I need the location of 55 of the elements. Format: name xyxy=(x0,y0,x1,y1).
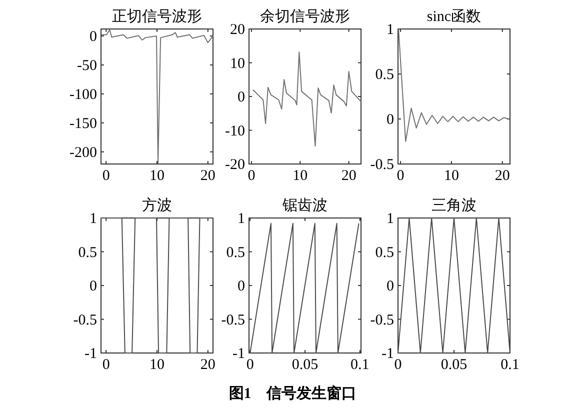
chart-title: 正切信号波形 xyxy=(112,8,202,25)
y-tick-label: 0 xyxy=(238,90,245,106)
y-tick-label: -150 xyxy=(70,116,97,132)
y-tick-label: -0.5 xyxy=(370,157,394,173)
y-tick-label: -1 xyxy=(382,346,394,362)
x-tick-label: 10 xyxy=(444,168,459,184)
y-tick-label: 0.5 xyxy=(375,67,394,83)
x-tick-label: 0.05 xyxy=(292,357,318,373)
y-tick-label: 0 xyxy=(238,278,245,294)
y-tick-label: 0 xyxy=(90,28,97,45)
x-tick-label: 10 xyxy=(292,168,308,184)
x-tick-label: 20 xyxy=(494,168,510,184)
x-tick-label: 20 xyxy=(200,357,216,373)
line-series xyxy=(252,51,362,147)
y-tick-label: 1 xyxy=(238,211,245,227)
x-tick-label: 10 xyxy=(150,168,164,184)
y-tick-label: 1 xyxy=(90,211,97,227)
y-tick-label: -0.5 xyxy=(221,312,245,328)
y-tick-label: -0.5 xyxy=(370,312,394,328)
x-tick-label: 10 xyxy=(150,357,164,373)
y-tick-label: 0 xyxy=(386,278,394,294)
x-tick-label: 0 xyxy=(248,168,256,184)
x-tick-label: 0 xyxy=(396,168,404,184)
y-tick-label: -1 xyxy=(84,346,97,362)
y-tick-label: 0.5 xyxy=(78,244,97,261)
x-tick-label: 0 xyxy=(102,357,110,373)
chart-title: 锯齿波 xyxy=(282,197,328,214)
y-tick-label: -0.5 xyxy=(73,312,97,328)
y-tick-label: -10 xyxy=(225,123,245,140)
y-tick-label: -20 xyxy=(225,157,245,173)
x-tick-label: 0.1 xyxy=(500,357,520,373)
caption: 图1 信号发生窗口 xyxy=(228,384,356,402)
chart-title: 余切信号波形 xyxy=(260,8,350,25)
y-tick-label: -50 xyxy=(77,58,97,74)
x-tick-label: 0 xyxy=(102,168,110,184)
x-tick-label: 20 xyxy=(341,168,356,184)
x-tick-label: 20 xyxy=(200,168,216,184)
y-tick-label: 20 xyxy=(230,22,245,38)
y-tick-label: 0.5 xyxy=(375,244,394,261)
y-tick-label: 1 xyxy=(386,211,394,227)
y-tick-label: 0.5 xyxy=(226,244,245,261)
y-tick-label: -100 xyxy=(70,86,97,103)
x-tick-label: 0.1 xyxy=(350,357,370,373)
y-tick-label: -200 xyxy=(70,144,97,161)
y-tick-label: 10 xyxy=(230,56,245,72)
chart-title: sinc函数 xyxy=(426,9,482,25)
y-tick-label: -1 xyxy=(232,346,245,362)
y-tick-label: 1 xyxy=(386,22,394,38)
x-tick-label: 0.05 xyxy=(440,357,468,373)
chart-title: 方波 xyxy=(142,197,172,214)
y-tick-label: 0 xyxy=(90,278,97,294)
line-series xyxy=(101,29,214,164)
chart-title: 三角波 xyxy=(432,197,476,214)
y-tick-label: 0 xyxy=(386,112,394,128)
line-series xyxy=(398,28,510,142)
